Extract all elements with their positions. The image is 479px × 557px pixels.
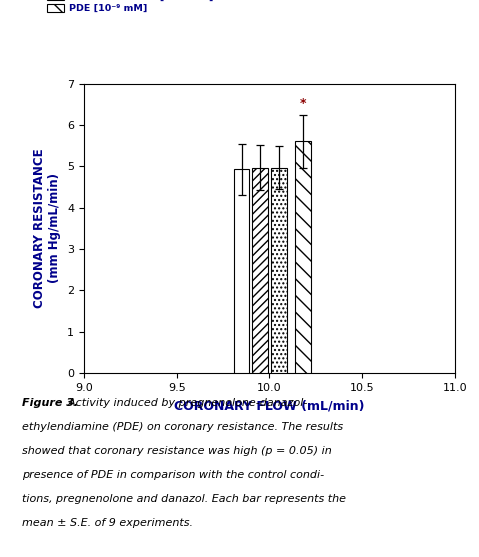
Text: presence of PDE in comparison with the control condi-: presence of PDE in comparison with the c… — [22, 470, 324, 480]
Text: Activity induced by pregnenolone-danazol-: Activity induced by pregnenolone-danazol… — [61, 398, 307, 408]
Bar — [234, 169, 250, 373]
Y-axis label: CORONARY RESISTANCE
(mm Hg/mL/min): CORONARY RESISTANCE (mm Hg/mL/min) — [34, 149, 61, 308]
Text: tions, pregnenolone and danazol. Each bar represents the: tions, pregnenolone and danazol. Each ba… — [22, 494, 345, 504]
Text: ethylendiamine (PDE) on coronary resistance. The results: ethylendiamine (PDE) on coronary resista… — [22, 422, 342, 432]
Bar — [252, 168, 268, 373]
Text: showed that coronary resistance was high (p = 0.05) in: showed that coronary resistance was high… — [22, 446, 331, 456]
Text: Figure 3.: Figure 3. — [22, 398, 78, 408]
Legend: CONTROL, DANAZOL [10⁻⁹ mM], PREGNENOLONE [10⁻⁹ mM], PDE [10⁻⁹ mM]: CONTROL, DANAZOL [10⁻⁹ mM], PREGNENOLONE… — [44, 0, 216, 16]
Text: mean ± S.E. of 9 experiments.: mean ± S.E. of 9 experiments. — [22, 518, 193, 528]
Text: *: * — [299, 97, 306, 110]
Bar — [271, 168, 286, 373]
X-axis label: CORONARY FLOW (mL/min): CORONARY FLOW (mL/min) — [174, 400, 365, 413]
Bar — [295, 141, 311, 373]
